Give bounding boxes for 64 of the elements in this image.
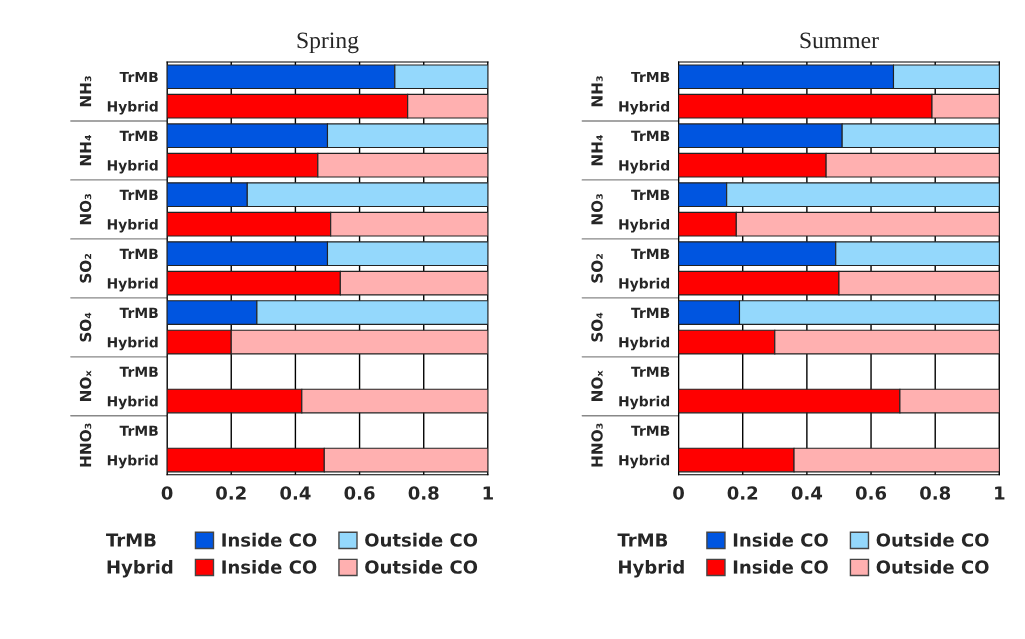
chart-title: Summer <box>800 32 879 49</box>
text: NH₄ <box>591 134 603 166</box>
x-tick-label: 0.4 <box>791 486 823 500</box>
y-tick-label: TrMB <box>631 189 670 200</box>
y-tick-label: TrMB <box>631 425 670 436</box>
text: SO₂ <box>79 253 92 283</box>
x-tick-label: 0.4 <box>280 486 311 500</box>
text: NOₓ <box>79 370 92 401</box>
y-tick-label: TrMB <box>631 366 670 377</box>
text: NO₃ <box>79 194 92 225</box>
y-tick-label: Hybrid <box>107 395 158 410</box>
y-tick-label: Hybrid <box>619 395 670 410</box>
legend-label: Inside CO <box>733 532 828 547</box>
text: SO₄ <box>591 312 603 342</box>
y-tick-label: TrMB <box>119 366 158 377</box>
text: NOₓ <box>591 370 603 401</box>
x-tick-label: 0 <box>161 486 173 500</box>
text: HNO₃ <box>79 423 92 467</box>
legend-label: Outside CO <box>365 559 478 574</box>
x-tick-label: 1 <box>995 486 1005 500</box>
y-tick-label: TrMB <box>119 425 158 436</box>
x-tick-label: 0.2 <box>216 486 246 500</box>
y-tick-label: Hybrid <box>107 159 158 174</box>
legend-label: Outside CO <box>365 532 478 547</box>
y-tick-label: Hybrid <box>619 218 670 233</box>
legend-label: Outside CO <box>876 532 989 547</box>
y-tick-label: Hybrid <box>107 218 158 233</box>
y-tick-label: TrMB <box>631 307 670 318</box>
y-tick-label: TrMB <box>119 307 158 318</box>
x-tick-label: 0.6 <box>344 486 375 500</box>
y-tick-label: Hybrid <box>619 159 670 174</box>
legend-label: Inside CO <box>222 559 317 574</box>
y-tick-label: Hybrid <box>619 277 670 292</box>
x-tick-label: 0.8 <box>408 486 439 500</box>
y-tick-label: Hybrid <box>107 100 158 115</box>
text: SO₂ <box>591 253 603 283</box>
y-tick-label: TrMB <box>119 130 158 141</box>
y-tick-label: Hybrid <box>619 100 670 115</box>
y-tick-label: TrMB <box>631 130 670 141</box>
x-tick-label: 1 <box>483 486 493 500</box>
legend-label: Outside CO <box>876 559 989 574</box>
legend-label: Inside CO <box>733 559 828 574</box>
y-tick-label: TrMB <box>119 189 158 200</box>
text: HNO₃ <box>591 423 603 467</box>
y-tick-label: Hybrid <box>107 454 158 469</box>
x-tick-label: 0.6 <box>855 486 887 500</box>
legend-label: Inside CO <box>222 532 317 547</box>
chart-title: Spring <box>297 32 359 54</box>
y-tick-label: TrMB <box>631 248 670 259</box>
y-tick-label: Hybrid <box>107 336 158 351</box>
text: NO₃ <box>591 194 603 225</box>
y-tick-label: TrMB <box>631 71 670 82</box>
text: NH₃ <box>79 76 92 107</box>
text: SO₄ <box>79 312 92 342</box>
y-tick-label: Hybrid <box>619 336 670 351</box>
y-tick-label: TrMB <box>119 71 158 82</box>
x-tick-label: 0 <box>673 486 684 500</box>
x-tick-label: 0.8 <box>920 486 951 500</box>
text: NH₃ <box>591 76 603 107</box>
y-tick-label: Hybrid <box>107 277 158 292</box>
x-tick-label: 0.2 <box>727 486 758 500</box>
y-tick-label: Hybrid <box>619 454 670 469</box>
text: NH₄ <box>79 134 92 166</box>
y-tick-label: TrMB <box>119 248 158 259</box>
